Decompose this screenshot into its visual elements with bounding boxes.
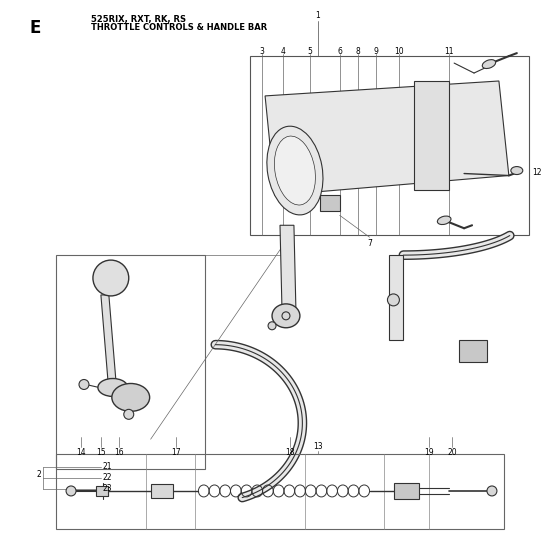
Ellipse shape bbox=[511, 166, 523, 175]
Text: 5: 5 bbox=[307, 46, 312, 55]
Ellipse shape bbox=[112, 384, 150, 412]
Circle shape bbox=[66, 486, 76, 496]
Bar bbox=[56, 454, 504, 529]
Text: 7: 7 bbox=[367, 239, 372, 248]
Text: 13: 13 bbox=[313, 442, 323, 451]
Polygon shape bbox=[101, 295, 116, 380]
Text: THROTTLE CONTROLS & HANDLE BAR: THROTTLE CONTROLS & HANDLE BAR bbox=[91, 24, 267, 32]
Polygon shape bbox=[280, 225, 296, 310]
Circle shape bbox=[388, 294, 399, 306]
Bar bbox=[96, 486, 108, 496]
Bar bbox=[459, 340, 487, 362]
Circle shape bbox=[79, 380, 89, 389]
Text: 10: 10 bbox=[395, 46, 404, 55]
Text: 525RIX, RXT, RK, RS: 525RIX, RXT, RK, RS bbox=[91, 15, 186, 24]
Text: 9: 9 bbox=[373, 46, 378, 55]
Ellipse shape bbox=[274, 136, 315, 205]
Text: 22: 22 bbox=[103, 473, 113, 482]
Ellipse shape bbox=[267, 126, 323, 215]
Ellipse shape bbox=[98, 379, 128, 396]
Text: 1: 1 bbox=[315, 11, 320, 20]
Text: 14: 14 bbox=[76, 447, 86, 456]
Bar bbox=[250, 56, 529, 235]
Bar bbox=[414, 81, 449, 190]
Circle shape bbox=[268, 322, 276, 330]
Text: 20: 20 bbox=[447, 447, 457, 456]
Text: 6: 6 bbox=[337, 46, 342, 55]
Text: E: E bbox=[30, 19, 41, 38]
Text: 8: 8 bbox=[355, 46, 360, 55]
Circle shape bbox=[282, 312, 290, 320]
Bar bbox=[151, 484, 172, 498]
Circle shape bbox=[124, 409, 134, 419]
Text: 16: 16 bbox=[114, 447, 124, 456]
Text: 2: 2 bbox=[36, 469, 41, 479]
Text: 3: 3 bbox=[260, 46, 264, 55]
Ellipse shape bbox=[437, 216, 451, 225]
Ellipse shape bbox=[482, 60, 496, 68]
Text: 21: 21 bbox=[103, 461, 113, 470]
Text: 4: 4 bbox=[281, 46, 286, 55]
Polygon shape bbox=[389, 255, 403, 340]
Text: 18: 18 bbox=[285, 447, 295, 456]
Text: 11: 11 bbox=[445, 46, 454, 55]
Text: 23: 23 bbox=[103, 484, 113, 493]
Ellipse shape bbox=[272, 304, 300, 328]
Bar bbox=[320, 195, 340, 211]
Polygon shape bbox=[265, 81, 509, 195]
Text: 12: 12 bbox=[532, 168, 542, 177]
Bar bbox=[56, 255, 206, 469]
Bar bbox=[394, 483, 419, 499]
Text: 15: 15 bbox=[96, 447, 106, 456]
Text: 19: 19 bbox=[424, 447, 434, 456]
Text: 17: 17 bbox=[171, 447, 180, 456]
Circle shape bbox=[93, 260, 129, 296]
Circle shape bbox=[487, 486, 497, 496]
